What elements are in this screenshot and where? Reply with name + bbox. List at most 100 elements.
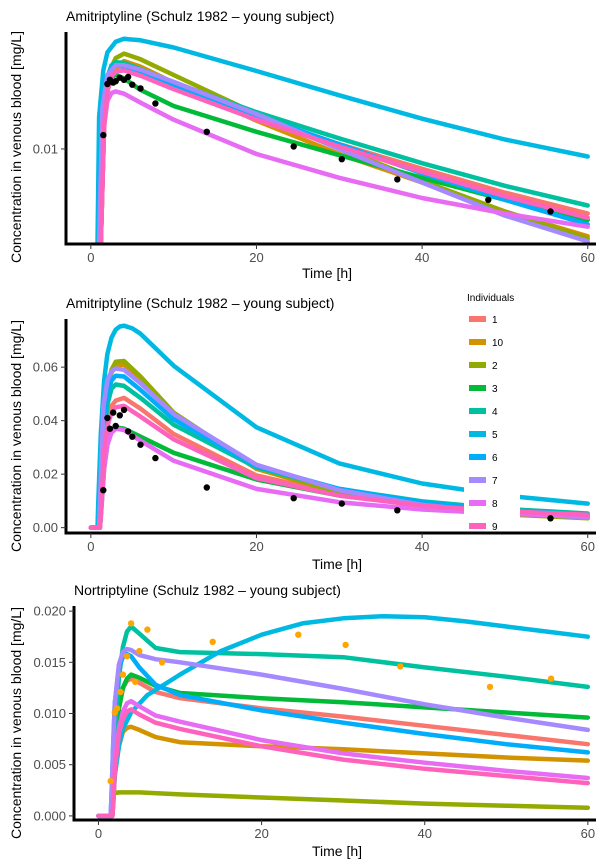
series-line-9 xyxy=(96,707,591,819)
chart-panel-nortriptyline: Nortriptyline (Schulz 1982 – young subje… xyxy=(8,582,596,859)
x-tick-label: 40 xyxy=(417,826,431,841)
series-line-2 xyxy=(96,790,591,819)
x-tick-label: 20 xyxy=(249,250,263,265)
observed-point xyxy=(342,641,349,649)
legend-key-8 xyxy=(469,500,486,506)
x-axis-label: Time [h] xyxy=(312,843,362,859)
x-tick-label: 20 xyxy=(249,539,263,554)
observed-point xyxy=(338,500,345,507)
observed-point xyxy=(547,208,554,215)
observed-point xyxy=(394,507,401,514)
observed-point xyxy=(290,495,297,502)
y-tick-label: 0.02 xyxy=(33,467,58,482)
observed-point xyxy=(124,428,132,435)
series-lines xyxy=(95,36,590,244)
series-line-8 xyxy=(98,89,590,244)
observed-point xyxy=(209,638,216,645)
observed-point xyxy=(485,196,492,203)
x-axis-label: Time [h] xyxy=(302,265,352,281)
series-line-7 xyxy=(96,63,590,244)
observed-point xyxy=(144,626,151,633)
legend-key-6 xyxy=(469,454,486,460)
series-line-9 xyxy=(98,68,590,244)
legend-title: Individuals xyxy=(467,293,514,304)
series-line-9 xyxy=(88,403,590,530)
series-line-7 xyxy=(96,646,591,819)
chart-title: Nortriptyline (Schulz 1982 – young subje… xyxy=(74,582,341,598)
observed-point xyxy=(203,128,210,135)
legend-label: 3 xyxy=(492,384,498,395)
observed-point xyxy=(394,176,401,183)
observed-point xyxy=(132,678,139,685)
observed-point xyxy=(137,85,144,92)
observed-point xyxy=(127,620,135,627)
y-tick-label: 0.005 xyxy=(33,757,66,772)
observed-point xyxy=(152,100,159,107)
observed-point xyxy=(129,81,136,88)
y-axis-label: Concentration in venous blood [mg/L] xyxy=(8,320,24,552)
y-tick-label: 0.000 xyxy=(33,808,66,823)
observed-point xyxy=(486,683,494,691)
legend-key-5 xyxy=(469,431,486,437)
observed-point xyxy=(119,671,127,678)
observed-point xyxy=(120,406,128,414)
observed-point xyxy=(110,409,117,416)
observed-point xyxy=(137,441,144,448)
observed-point xyxy=(397,663,404,670)
chart-panel-amitriptyline-linear: Amitriptyline (Schulz 1982 – young subje… xyxy=(8,295,596,572)
observed-point xyxy=(123,653,131,660)
observed-point xyxy=(136,647,143,655)
observed-points xyxy=(100,406,554,522)
observed-point xyxy=(100,131,107,139)
x-tick-label: 60 xyxy=(580,539,594,554)
x-axis-label: Time [h] xyxy=(312,556,362,572)
x-tick-label: 20 xyxy=(254,826,268,841)
y-tick-label: 0.00 xyxy=(33,520,58,535)
observed-point xyxy=(100,487,107,494)
series-line-5 xyxy=(95,36,590,244)
chart-panel-amitriptyline-log: Amitriptyline (Schulz 1982 – young subje… xyxy=(8,8,596,281)
observed-points xyxy=(107,620,555,785)
chart-title: Amitriptyline (Schulz 1982 – young subje… xyxy=(66,8,334,24)
legend-label: 2 xyxy=(492,361,498,372)
legend-key-7 xyxy=(469,477,486,483)
observed-point xyxy=(107,777,114,785)
legend-label: 4 xyxy=(492,407,498,418)
x-tick-label: 60 xyxy=(581,826,595,841)
legend-key-9 xyxy=(469,523,486,529)
legend-key-4 xyxy=(469,408,486,414)
observed-points xyxy=(100,73,554,215)
chart-title: Amitriptyline (Schulz 1982 – young subje… xyxy=(66,295,334,311)
observed-point xyxy=(104,414,111,422)
observed-point xyxy=(116,412,124,419)
observed-point xyxy=(129,433,136,440)
y-tick-label: 0.04 xyxy=(33,413,58,428)
observed-point xyxy=(124,73,132,81)
x-tick-label: 40 xyxy=(415,539,429,554)
x-tick-label: 0 xyxy=(95,826,102,841)
observed-point xyxy=(152,454,159,462)
y-tick-label: 0.01 xyxy=(33,141,58,156)
y-tick-label: 0.015 xyxy=(33,655,66,670)
observed-point xyxy=(295,631,302,638)
y-tick-label: 0.020 xyxy=(33,604,66,619)
legend-label: 8 xyxy=(492,499,498,510)
observed-point xyxy=(547,675,555,682)
x-tick-label: 60 xyxy=(580,250,594,265)
legend-label: 5 xyxy=(492,430,498,441)
observed-point xyxy=(114,705,121,712)
observed-point xyxy=(117,688,124,696)
legend-key-10 xyxy=(469,339,486,345)
observed-point xyxy=(158,659,166,666)
legend-label: 1 xyxy=(492,315,498,326)
legend-label: 10 xyxy=(492,338,504,349)
legend-label: 9 xyxy=(492,522,498,533)
legend: Individuals 1 10 2 3 4 5 6 7 8 9 xyxy=(464,293,520,533)
legend-key-1 xyxy=(469,316,486,322)
observed-point xyxy=(290,143,297,150)
observed-point xyxy=(106,425,114,432)
series-lines xyxy=(96,613,591,819)
observed-point xyxy=(338,156,345,163)
observed-point xyxy=(547,515,554,522)
